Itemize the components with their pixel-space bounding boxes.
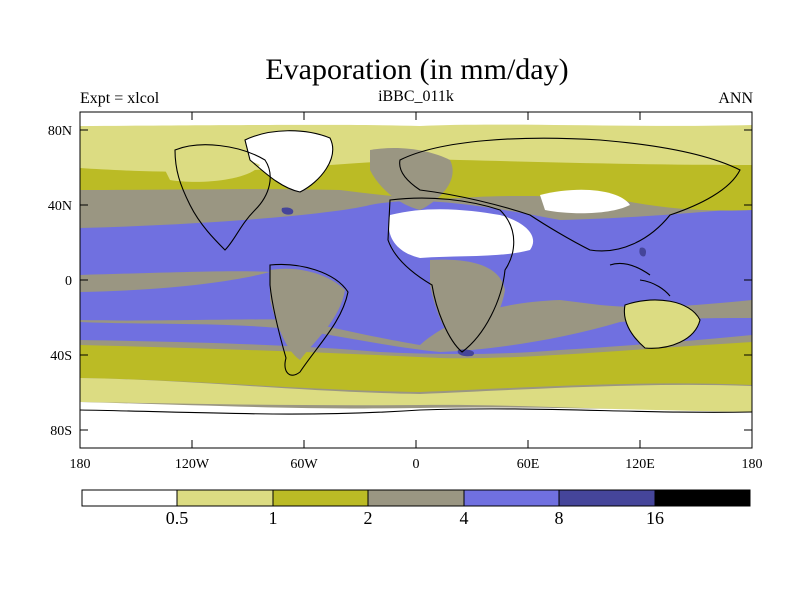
greenland-white: [245, 130, 333, 192]
lat-label-80s: 80S: [50, 424, 72, 439]
lon-label-180w: 180: [70, 457, 91, 472]
ocean-blue-band-south: [80, 318, 752, 355]
colorbar-swatch-6: [655, 490, 750, 506]
lat-label-80n: 80N: [48, 124, 72, 139]
southern-olive-band: [80, 342, 752, 392]
lon-label-60e: 60E: [517, 457, 540, 472]
africa-gray: [430, 259, 505, 350]
lat-label-40s: 40S: [50, 349, 72, 364]
colorbar-swatch-2: [273, 490, 368, 506]
coast-africa: [387, 197, 515, 353]
south-america-gray: [270, 268, 345, 360]
case-label: iBBC_011k: [378, 88, 454, 105]
lat-label-0: 0: [65, 274, 72, 289]
coast-antarctica: [80, 408, 752, 415]
central-asia-white: [540, 189, 630, 214]
lon-label-120e: 120E: [625, 457, 655, 472]
southern-pale-band: [80, 378, 752, 412]
gulf-stream-navy: [281, 207, 294, 215]
colorbar: 0.5 1 2 4 8 16: [81, 489, 751, 528]
lon-label-60w: 60W: [290, 457, 318, 472]
colorbar-swatch-3: [368, 490, 464, 506]
colorbar-swatch-4: [464, 490, 559, 506]
colorbar-label-1: 1: [269, 508, 278, 528]
season-label: ANN: [718, 90, 753, 107]
longitude-ticks: [191, 112, 641, 448]
latitude-ticks: [80, 129, 752, 431]
pacific-warm-pool-navy: [639, 247, 647, 257]
canada-pale: [160, 154, 260, 182]
lon-label-0: 0: [413, 457, 420, 472]
colorbar-swatch-5: [559, 490, 655, 506]
coast-greenland: [244, 130, 334, 193]
colorbar-label-3: 4: [460, 508, 469, 528]
lon-label-120w: 120W: [175, 457, 210, 472]
colorbar-label-0: 0.5: [166, 508, 189, 528]
equatorial-gray: [80, 271, 270, 292]
ocean-blue-band-north: [80, 200, 752, 345]
colorbar-label-5: 16: [646, 508, 664, 528]
north-atlantic-gray: [370, 148, 453, 210]
lat-label-40n: 40N: [48, 199, 72, 214]
coastlines: [80, 130, 752, 415]
australia-pale: [624, 300, 700, 349]
colorbar-swatch-1: [177, 490, 273, 506]
sahara-white: [388, 209, 534, 258]
coast-south-america: [269, 263, 349, 376]
evaporation-field: [80, 112, 752, 448]
coast-north-america: [174, 144, 271, 251]
lon-label-180e: 180: [742, 457, 763, 472]
coast-maritime-continent: [609, 262, 671, 297]
colorbar-swatch-0: [82, 490, 177, 506]
coast-eurasia: [399, 137, 741, 252]
colorbar-label-4: 8: [555, 508, 564, 528]
colorbar-label-2: 2: [364, 508, 373, 528]
experiment-label: Expt = xlcol: [80, 90, 160, 107]
colorbar-dividers: [176, 490, 656, 506]
colorbar-frame: [81, 489, 751, 507]
plot-title: Evaporation (in mm/day): [265, 53, 569, 86]
coast-australia: [623, 299, 701, 349]
northern-pale-band: [80, 112, 752, 172]
